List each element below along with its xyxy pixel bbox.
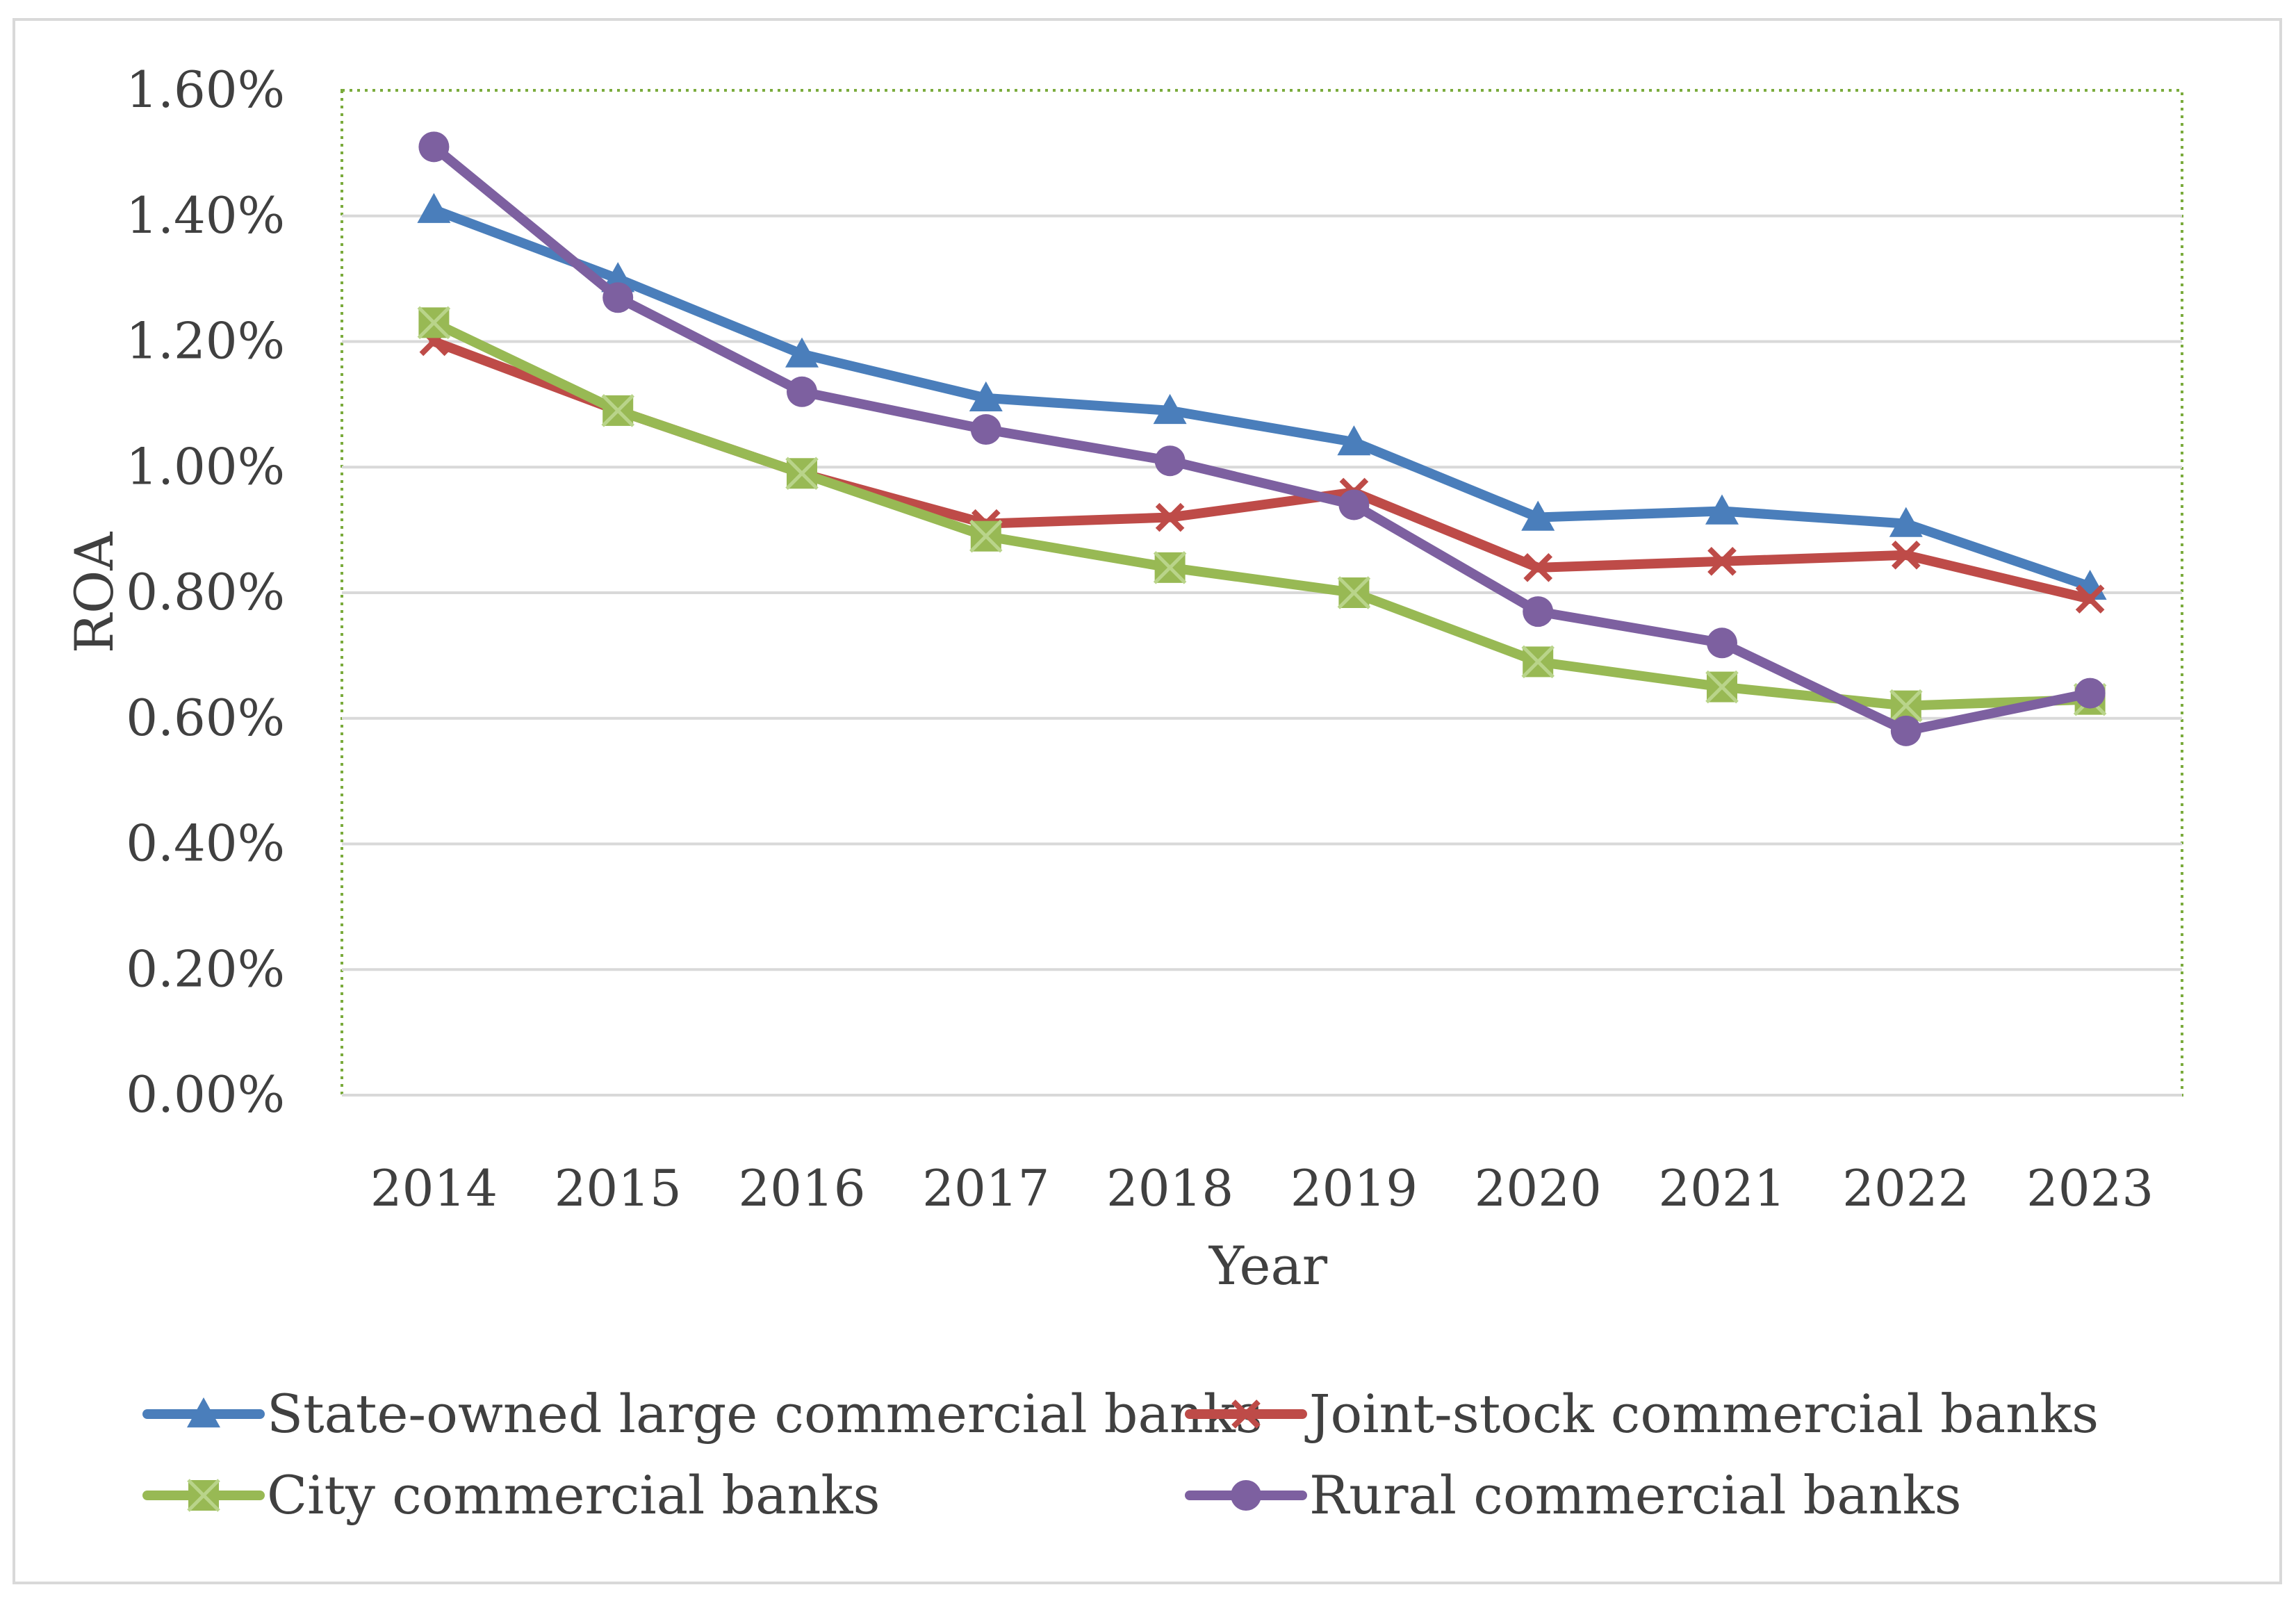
- data-point-star: [1521, 645, 1555, 679]
- data-point-cross: [1707, 546, 1737, 576]
- data-point-cross: [1155, 502, 1185, 532]
- data-point-star: [417, 306, 451, 340]
- data-point-circle: [1154, 445, 1186, 477]
- data-point-circle: [787, 376, 817, 407]
- series-line: [429, 318, 2095, 711]
- data-point-star: [1337, 576, 1371, 609]
- data-point-circle: [1890, 715, 1921, 746]
- data-point-star: [1153, 551, 1187, 584]
- y-tick-label: 0.60%: [126, 689, 285, 747]
- series-group: [417, 131, 2107, 746]
- x-tick-label: 2022: [1842, 1159, 1969, 1217]
- x-axis-title: Year: [1208, 1235, 1328, 1297]
- data-point-star: [187, 1479, 220, 1512]
- legend-item: City commercial banks: [142, 1464, 880, 1526]
- plot-area: [341, 89, 2183, 1097]
- data-point-star: [1705, 670, 1739, 704]
- series-3: [418, 131, 2106, 746]
- y-tick-label: 0.00%: [126, 1065, 285, 1124]
- x-tick-label: 2018: [1106, 1159, 1233, 1217]
- x-tick-label: 2020: [1475, 1159, 1602, 1217]
- data-point-triangle: [1337, 425, 1371, 456]
- y-tick-label: 0.80%: [126, 563, 285, 621]
- data-point-triangle: [785, 337, 819, 368]
- y-axis-ticks: 0.00% 0.20% 0.40% 0.60% 0.80% 1.00% 1.20% 1.40%…: [126, 60, 285, 1124]
- x-tick-label: 2015: [555, 1159, 682, 1217]
- data-point-cross: [1891, 540, 1921, 570]
- data-point-star: [601, 394, 634, 427]
- y-tick-label: 1.60%: [126, 60, 285, 119]
- data-point-triangle: [1705, 494, 1739, 525]
- data-point-triangle: [187, 1397, 220, 1428]
- data-point-circle: [970, 414, 1001, 445]
- legend-item: Joint-stock commercial banks: [1185, 1383, 2099, 1445]
- x-tick-label: 2019: [1290, 1159, 1418, 1217]
- x-tick-label: 2017: [922, 1159, 1049, 1217]
- data-point-star: [785, 457, 819, 491]
- y-tick-label: 1.20%: [126, 312, 285, 370]
- data-point-circle: [1707, 627, 1737, 659]
- legend: State-owned large commercial banks Joint-…: [142, 1383, 2099, 1526]
- x-tick-label: 2021: [1658, 1159, 1785, 1217]
- series-line: [429, 204, 2095, 591]
- data-point-circle: [602, 282, 634, 313]
- data-point-cross: [2075, 584, 2105, 614]
- y-tick-label: 1.40%: [126, 186, 285, 245]
- y-tick-label: 0.20%: [126, 939, 285, 998]
- data-point-cross: [1523, 553, 1553, 582]
- data-point-triangle: [1889, 507, 1923, 537]
- data-point-circle: [1338, 489, 1370, 520]
- x-tick-label: 2014: [370, 1159, 498, 1217]
- legend-label: City commercial banks: [267, 1464, 880, 1526]
- chart-border: [13, 18, 2282, 1584]
- data-point-circle: [418, 131, 450, 163]
- legend-label: Joint-stock commercial banks: [1304, 1383, 2099, 1445]
- y-tick-label: 0.40%: [126, 814, 285, 873]
- data-point-star: [969, 519, 1003, 553]
- series-line: [429, 142, 2095, 736]
- data-point-circle: [1523, 596, 1554, 627]
- x-tick-label: 2023: [2026, 1159, 2154, 1217]
- y-tick-label: 1.00%: [126, 437, 285, 495]
- data-point-circle: [1231, 1480, 1261, 1511]
- x-tick-label: 2016: [738, 1159, 865, 1217]
- data-point-circle: [2074, 678, 2106, 709]
- data-point-triangle: [417, 192, 451, 223]
- data-point-triangle: [1153, 393, 1187, 425]
- legend-item: State-owned large commercial banks: [142, 1383, 1263, 1445]
- y-axis-title: ROA: [63, 532, 125, 654]
- data-point-triangle: [969, 381, 1003, 412]
- legend-label: Rural commercial banks: [1309, 1464, 1962, 1526]
- data-point-triangle: [1521, 500, 1555, 531]
- legend-item: Rural commercial banks: [1185, 1464, 1962, 1526]
- x-axis-ticks: 2014 2015 2016 2017 2018 2019 2020 2021 2022 2023: [370, 1159, 2154, 1217]
- data-point-cross: [1231, 1399, 1261, 1429]
- legend-label: State-owned large commercial banks: [267, 1383, 1263, 1445]
